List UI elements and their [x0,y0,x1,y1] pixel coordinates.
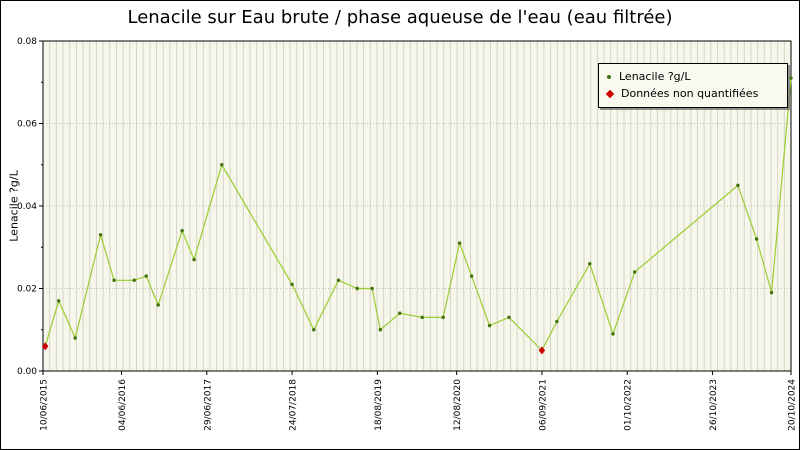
legend: Lenacile ?g/L Données non quantifiées [598,63,788,108]
x-axis: 10/06/2015 04/06/2016 29/06/2017 24/07/2018… [40,371,798,431]
data-point-marker [754,237,759,241]
data-point-marker [370,286,374,291]
x-tick-label: 10/06/2015 [40,379,50,431]
legend-item-series: Lenacile ?g/L [607,70,779,84]
data-point-marker [180,229,184,233]
legend-series-label: Lenacile ?g/L [619,70,691,83]
nonquantified-point-marker [42,342,49,351]
data-point-marker [73,336,77,340]
y-tick-label: 0.02 [17,285,37,295]
y-tick-label: 0.08 [17,37,37,47]
data-point-marker [441,315,445,320]
data-point-marker [98,233,103,237]
data-point-marker [192,257,196,262]
x-tick-label: 29/06/2017 [203,379,213,431]
x-tick-label: 18/08/2019 [374,379,384,431]
data-point-marker [769,290,774,295]
data-point-marker [789,76,793,80]
legend-nonquantified-label: Données non quantifiées [621,87,759,100]
data-point-marker [736,183,740,188]
data-point-marker [220,163,224,167]
x-tick-label: 26/10/2023 [709,379,719,431]
x-tick-label: 24/07/2018 [289,379,299,431]
data-point-marker [507,315,511,320]
y-axis: 0.00 0.02 0.04 0.06 0.08 [17,37,43,377]
x-tick-label: 12/08/2020 [453,379,463,431]
data-point-marker [378,328,383,332]
data-point-marker [457,241,462,245]
data-point-marker [398,311,402,315]
data-point-marker [632,270,637,274]
nonquantified-diamond-marker-icon [605,89,615,99]
data-point-marker [420,315,424,320]
x-tick-label: 01/10/2022 [624,379,634,431]
x-tick-label: 06/09/2021 [538,379,548,431]
data-point-marker [57,299,61,303]
x-tick-label: 20/10/2024 [788,379,798,431]
y-tick-label: 0.04 [17,202,37,212]
chart-title: Lenacile sur Eau brute / phase aqueuse d… [127,7,673,28]
data-point-marker [156,303,160,307]
data-point-marker [469,274,474,278]
data-point-marker [555,319,559,324]
data-point-marker [132,278,136,282]
x-tick-label: 04/06/2016 [118,379,128,431]
data-point-marker [312,328,316,332]
data-point-marker [611,332,615,336]
data-point-marker [588,262,592,266]
nonquantified-point-marker [538,346,546,355]
data-points [42,76,793,355]
data-point-marker [336,278,341,282]
y-axis-title: Lenacile ?g/L [7,170,21,242]
data-point-marker [112,278,116,282]
legend-item-nonquantified: Données non quantifiées [605,87,779,101]
y-tick-label: 0.06 [17,120,37,130]
data-point-marker [487,323,492,328]
data-point-marker [144,274,148,278]
series-dot-marker-icon [607,75,611,79]
data-point-marker [355,286,359,291]
data-point-marker [290,282,294,287]
y-tick-label: 0.00 [17,367,37,377]
